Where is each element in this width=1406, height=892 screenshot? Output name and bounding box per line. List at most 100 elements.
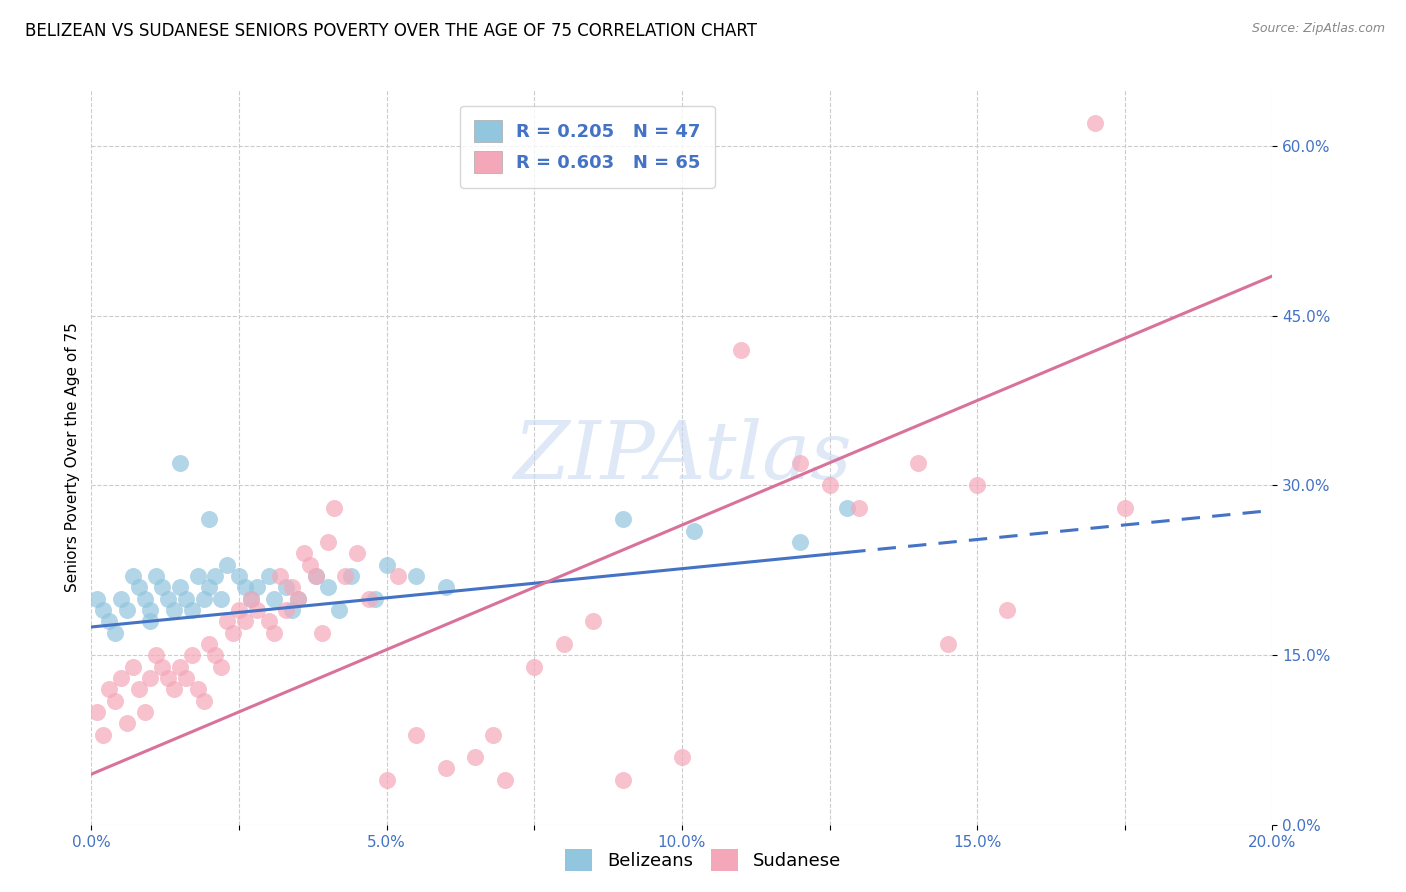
Point bbox=[198, 637, 221, 651]
Point bbox=[110, 591, 132, 606]
Point bbox=[121, 659, 143, 673]
Point bbox=[263, 625, 285, 640]
Point bbox=[316, 580, 339, 594]
Point bbox=[434, 762, 457, 776]
Point bbox=[115, 716, 138, 731]
Point bbox=[612, 512, 634, 526]
Point bbox=[128, 682, 150, 697]
Point bbox=[209, 659, 232, 673]
Point bbox=[187, 682, 209, 697]
Point bbox=[1114, 501, 1136, 516]
Text: BELIZEAN VS SUDANESE SENIORS POVERTY OVER THE AGE OF 75 CORRELATION CHART: BELIZEAN VS SUDANESE SENIORS POVERTY OVE… bbox=[25, 22, 758, 40]
Point bbox=[139, 615, 162, 629]
Point bbox=[364, 591, 387, 606]
Point bbox=[553, 637, 575, 651]
Point bbox=[169, 456, 191, 470]
Point bbox=[494, 772, 516, 787]
Point bbox=[292, 546, 315, 560]
Point bbox=[209, 591, 232, 606]
Point bbox=[582, 615, 605, 629]
Point bbox=[357, 591, 380, 606]
Point bbox=[276, 580, 298, 594]
Point bbox=[482, 727, 505, 741]
Point bbox=[228, 569, 250, 583]
Point bbox=[328, 603, 350, 617]
Point bbox=[174, 591, 197, 606]
Point bbox=[257, 615, 280, 629]
Point bbox=[246, 603, 269, 617]
Point bbox=[104, 625, 127, 640]
Point bbox=[263, 591, 285, 606]
Point bbox=[789, 535, 811, 549]
Point bbox=[121, 569, 143, 583]
Point bbox=[150, 580, 173, 594]
Point bbox=[387, 569, 409, 583]
Text: ZIPAtlas: ZIPAtlas bbox=[513, 418, 851, 496]
Point bbox=[246, 580, 269, 594]
Point bbox=[134, 591, 156, 606]
Point bbox=[115, 603, 138, 617]
Point bbox=[434, 580, 457, 594]
Point bbox=[682, 524, 704, 538]
Point bbox=[375, 772, 398, 787]
Point bbox=[104, 693, 127, 707]
Legend: Belizeans, Sudanese: Belizeans, Sudanese bbox=[558, 842, 848, 879]
Point bbox=[157, 671, 180, 685]
Point bbox=[233, 615, 256, 629]
Point bbox=[311, 625, 333, 640]
Point bbox=[157, 591, 180, 606]
Point bbox=[98, 615, 121, 629]
Point bbox=[193, 693, 215, 707]
Legend: R = 0.205   N = 47, R = 0.603   N = 65: R = 0.205 N = 47, R = 0.603 N = 65 bbox=[460, 105, 714, 187]
Point bbox=[837, 501, 859, 516]
Point bbox=[239, 591, 262, 606]
Point bbox=[180, 603, 202, 617]
Text: Source: ZipAtlas.com: Source: ZipAtlas.com bbox=[1251, 22, 1385, 36]
Point bbox=[110, 671, 132, 685]
Point bbox=[375, 558, 398, 572]
Point bbox=[139, 671, 162, 685]
Point bbox=[1084, 116, 1107, 130]
Point bbox=[671, 750, 693, 764]
Point bbox=[86, 705, 108, 719]
Point bbox=[322, 501, 344, 516]
Point bbox=[966, 478, 988, 492]
Point bbox=[995, 603, 1018, 617]
Point bbox=[233, 580, 256, 594]
Point bbox=[180, 648, 202, 663]
Point bbox=[335, 569, 357, 583]
Point bbox=[145, 569, 167, 583]
Point bbox=[818, 478, 841, 492]
Point bbox=[405, 569, 427, 583]
Point bbox=[464, 750, 486, 764]
Point bbox=[86, 591, 108, 606]
Point bbox=[198, 512, 221, 526]
Point bbox=[789, 456, 811, 470]
Point bbox=[187, 569, 209, 583]
Point bbox=[217, 615, 239, 629]
Point bbox=[163, 682, 186, 697]
Point bbox=[405, 727, 427, 741]
Point bbox=[346, 546, 368, 560]
Point bbox=[281, 603, 304, 617]
Point bbox=[169, 659, 191, 673]
Point bbox=[198, 580, 221, 594]
Point bbox=[204, 569, 226, 583]
Point bbox=[305, 569, 328, 583]
Point bbox=[228, 603, 250, 617]
Point bbox=[281, 580, 304, 594]
Point bbox=[907, 456, 929, 470]
Point bbox=[298, 558, 321, 572]
Point bbox=[150, 659, 173, 673]
Point bbox=[287, 591, 309, 606]
Point bbox=[91, 603, 114, 617]
Point bbox=[305, 569, 328, 583]
Y-axis label: Seniors Poverty Over the Age of 75: Seniors Poverty Over the Age of 75 bbox=[65, 322, 80, 592]
Point bbox=[239, 591, 262, 606]
Point bbox=[612, 772, 634, 787]
Point bbox=[316, 535, 339, 549]
Point bbox=[523, 659, 546, 673]
Point bbox=[174, 671, 197, 685]
Point bbox=[848, 501, 870, 516]
Point bbox=[217, 558, 239, 572]
